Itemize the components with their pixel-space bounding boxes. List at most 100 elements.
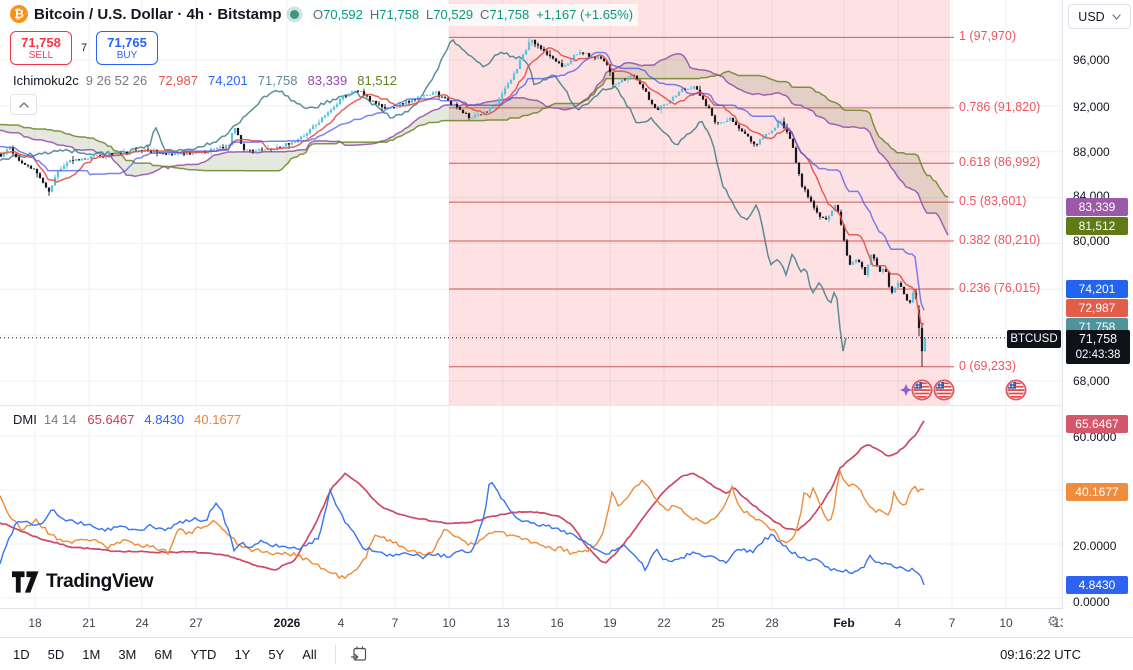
fib-level-label: 1 (97,970) xyxy=(959,29,1016,44)
ichimoku-value: 72,987 xyxy=(158,73,198,88)
time-axis-tick: 21 xyxy=(82,616,96,630)
time-axis-tick: 10 xyxy=(442,616,456,630)
ohlc-value: 70,529 xyxy=(433,7,474,22)
time-axis-tick: Feb xyxy=(833,616,855,630)
time-axis-tick: 27 xyxy=(189,616,203,630)
ichimoku-legend[interactable]: Ichimoku2c 9 26 52 26 72,987 74,201 71,758 83… xyxy=(10,72,411,89)
price-scale-tick: 96,000 xyxy=(1073,53,1110,67)
pane-divider[interactable] xyxy=(0,405,1062,406)
price-scale[interactable]: 96,000 92,000 88,000 84,000 80,000 68,000 60.0… xyxy=(1063,0,1133,637)
trade-buttons: 71,758 SELL 7 71,765 BUY xyxy=(10,31,158,65)
gear-icon[interactable]: ⚙ xyxy=(1047,613,1060,629)
fib-level-label: 0.5 (83,601) xyxy=(959,194,1027,209)
ohlc-change-value: +1,167 (+1.65%) xyxy=(536,7,634,22)
chevron-down-icon xyxy=(1112,13,1121,20)
time-axis-tick: 16 xyxy=(550,616,564,630)
go-to-date-button[interactable] xyxy=(345,642,373,666)
dmi-params: 14 14 xyxy=(43,412,77,427)
us-flag-event-icon xyxy=(933,379,955,401)
market-status-icon[interactable] xyxy=(290,10,299,19)
indicator-value-badge: 72,987 xyxy=(1066,299,1128,317)
spread-value: 7 xyxy=(80,42,88,54)
fib-level-label: 0.786 (91,820) xyxy=(959,99,1041,114)
indicator-value-badge: 81,512 xyxy=(1066,217,1128,235)
time-axis-tick: 2026 xyxy=(273,616,301,630)
dmi-value: 65.6467 xyxy=(87,412,135,427)
ohlc-key: O xyxy=(313,7,324,22)
ohlc-value: 71,758 xyxy=(379,7,420,22)
indicator-value-badge: 74,201 xyxy=(1066,280,1128,298)
range-button-all[interactable]: All xyxy=(293,642,325,667)
tradingview-wordmark: TradingView xyxy=(46,571,154,592)
ichimoku-value: 71,758 xyxy=(257,73,298,88)
tradingview-mark-icon xyxy=(12,571,39,593)
dmi-value: 4.8430 xyxy=(144,412,185,427)
time-axis-tick: 18 xyxy=(28,616,42,630)
time-axis-tick: 24 xyxy=(135,616,149,630)
buy-button[interactable]: 71,765 BUY xyxy=(96,31,158,65)
fib-level-label: 0.618 (86,992) xyxy=(959,155,1041,170)
time-axis-tick: 10 xyxy=(999,616,1013,630)
time-axis-tick: 25 xyxy=(711,616,725,630)
dmi-legend[interactable]: DMI 14 14 65.6467 4.8430 40.1677 xyxy=(10,411,255,428)
range-button-5d[interactable]: 5D xyxy=(39,642,74,667)
currency-selector[interactable]: USD xyxy=(1068,4,1131,29)
sparkle-icon xyxy=(900,384,912,396)
time-axis-tick: 22 xyxy=(657,616,671,630)
range-button-ytd[interactable]: YTD xyxy=(181,642,225,667)
indicator-value-badge: 83,339 xyxy=(1066,198,1128,216)
sell-price: 71,758 xyxy=(21,34,61,50)
chevron-up-icon xyxy=(18,101,29,108)
clock-utc[interactable]: 09:16:22 UTC xyxy=(1000,646,1081,662)
ichimoku-value: 83,339 xyxy=(307,73,348,88)
toolbar-divider xyxy=(334,644,336,664)
time-axis-tick: 7 xyxy=(948,616,956,630)
price-chart-canvas[interactable] xyxy=(0,0,1062,608)
time-axis-tick: 4 xyxy=(894,616,902,630)
dmi-value: 40.1677 xyxy=(194,412,242,427)
price-scale-tick: 88,000 xyxy=(1073,145,1110,159)
sell-button[interactable]: 71,758 SELL xyxy=(10,31,72,65)
us-flag-event-icon xyxy=(1005,379,1027,401)
range-button-1y[interactable]: 1Y xyxy=(225,642,259,667)
price-line-symbol-label: BTCUSD xyxy=(1007,330,1061,348)
dmi-name: DMI xyxy=(13,412,37,427)
range-button-6m[interactable]: 6M xyxy=(145,642,181,667)
indicator-value-badge: 4.8430 xyxy=(1066,576,1128,594)
time-axis-tick: 19 xyxy=(603,616,617,630)
time-axis-tick: 7 xyxy=(391,616,399,630)
bottom-toolbar: 1D 5D 1M 3M 6M YTD 1Y 5Y All 09:16:22 UTC xyxy=(0,637,1133,670)
price-scale-tick: 80,000 xyxy=(1073,234,1110,248)
tradingview-logo[interactable]: TradingView xyxy=(12,570,154,594)
range-button-3m[interactable]: 3M xyxy=(109,642,145,667)
range-button-1d[interactable]: 1D xyxy=(4,642,39,667)
currency-label: USD xyxy=(1078,9,1105,24)
ichimoku-value: 81,512 xyxy=(357,73,398,88)
time-axis-tick: 28 xyxy=(765,616,779,630)
current-price-value: 71,758 xyxy=(1078,332,1118,346)
range-button-1m[interactable]: 1M xyxy=(73,642,109,667)
ohlc-values: O70,592 H71,758 L70,529 C71,758 +1,167 (+1.6… xyxy=(308,4,639,26)
ichimoku-value: 74,201 xyxy=(207,73,248,88)
sell-label: SELL xyxy=(28,49,54,61)
fib-level-label: 0.382 (80,210) xyxy=(959,232,1041,247)
time-axis-tick: 4 xyxy=(337,616,345,630)
us-flag-event-icon xyxy=(911,379,933,401)
pane-collapse-button[interactable] xyxy=(10,94,37,115)
price-scale-tick: 60.0000 xyxy=(1073,430,1117,444)
buy-label: BUY xyxy=(116,49,138,61)
bar-countdown: 02:43:38 xyxy=(1075,349,1121,361)
time-axis[interactable]: ⚙ 18 21 24 27 2026 4 7 10 13 16 19 22 25 28 Feb 4 7 10 13 xyxy=(0,608,1133,638)
ohlc-key: C xyxy=(480,7,490,22)
price-scale-tick: 20.0000 xyxy=(1073,539,1117,553)
range-buttons: 1D 5D 1M 3M 6M YTD 1Y 5Y All xyxy=(4,642,326,667)
price-scale-border xyxy=(1062,0,1063,637)
bitcoin-logo-icon: ₿ xyxy=(10,5,28,23)
calendar-icon xyxy=(350,646,366,661)
symbol-title[interactable]: Bitcoin / U.S. Dollar · 4h · Bitstamp xyxy=(34,6,282,23)
range-button-5y[interactable]: 5Y xyxy=(259,642,293,667)
ohlc-value: 71,758 xyxy=(489,7,530,22)
buy-price: 71,765 xyxy=(107,34,147,50)
current-price-badge: 71,758 02:43:38 xyxy=(1066,330,1130,364)
